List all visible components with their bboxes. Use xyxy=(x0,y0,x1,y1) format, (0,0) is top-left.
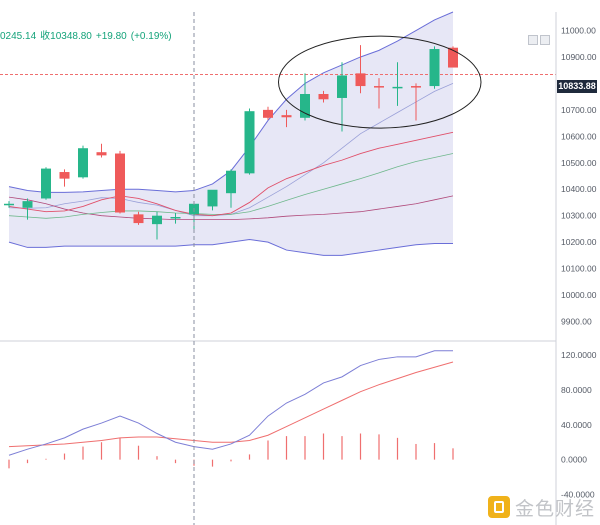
macd-tick-label: -40.0000 xyxy=(561,490,595,500)
candle-body xyxy=(244,111,255,174)
macd-axis: 120.0000 80.0000 40.0000 0.0000 -40.0000 xyxy=(561,350,597,499)
macd-tick-label: 0.0000 xyxy=(561,455,587,465)
change-percent: (+0.19%) xyxy=(130,31,172,42)
macd-line xyxy=(8,350,453,456)
macd-tick-label: 120.0000 xyxy=(561,350,597,360)
candle-body xyxy=(429,49,440,87)
macd-signal-line xyxy=(8,361,454,448)
watermark-text: 金色财经 xyxy=(515,497,596,520)
price-tick-label: 9900.00 xyxy=(561,316,592,326)
candle-body xyxy=(170,217,181,219)
candle-body xyxy=(207,189,218,207)
price-panel[interactable] xyxy=(0,11,556,256)
candle-body xyxy=(4,203,14,206)
moving-average-red xyxy=(8,131,454,217)
candle-body xyxy=(300,94,310,118)
macd-tick-label: 80.0000 xyxy=(561,385,592,395)
moving-average-purple xyxy=(8,195,454,221)
annotation-ellipse xyxy=(278,35,482,129)
candle-body xyxy=(41,168,51,199)
candle-body xyxy=(411,86,421,88)
price-axis: 11000.0010900.0010800.0010700.0010600.00… xyxy=(561,26,597,327)
candle-body xyxy=(78,148,88,178)
change-value: +19.80 xyxy=(95,31,127,42)
ohlc-legend: 0245.14 收10348.80 +19.80 (+0.19%) xyxy=(0,27,176,42)
price-tick-label: 10300.00 xyxy=(561,211,597,221)
price-tick-label: 10000.00 xyxy=(561,290,597,300)
price-tick-label: 10900.00 xyxy=(561,52,597,62)
bollinger-band-fill xyxy=(9,12,453,256)
candle-body xyxy=(392,86,403,89)
candle-body xyxy=(59,172,70,179)
candle-body xyxy=(22,201,33,208)
candle-body xyxy=(355,73,366,87)
candle-body xyxy=(152,215,162,225)
candle-body xyxy=(281,115,292,118)
watermark: 金色财经 xyxy=(488,494,595,520)
price-tick-label: 10400.00 xyxy=(561,184,597,194)
moving-average-green xyxy=(8,153,454,219)
current-price-badge: 10833.88 xyxy=(557,80,597,93)
bollinger-lower-line xyxy=(8,238,453,256)
price-tick-label: 10700.00 xyxy=(561,105,597,115)
price-tick-label: 10500.00 xyxy=(561,158,597,168)
candle-body xyxy=(133,214,144,224)
candle-body xyxy=(337,75,347,98)
macd-tick-label: 40.0000 xyxy=(561,420,592,430)
close-label: 收 xyxy=(40,31,51,42)
chart-controls[interactable] xyxy=(528,35,552,47)
candle-body xyxy=(318,94,329,100)
candle-body xyxy=(96,152,107,156)
candle-body xyxy=(115,153,125,213)
open-value: 0245.14 xyxy=(0,31,37,42)
price-tick-label: 10200.00 xyxy=(561,237,597,247)
price-tick-label: 10600.00 xyxy=(561,131,597,141)
macd-panel[interactable] xyxy=(8,350,454,469)
brand-logo-icon xyxy=(488,496,510,518)
candle-body xyxy=(226,170,236,194)
candle-body xyxy=(263,109,273,118)
candle-body xyxy=(374,86,384,88)
expand-icon[interactable] xyxy=(540,35,550,45)
price-tick-label: 10100.00 xyxy=(561,264,597,274)
collapse-icon[interactable] xyxy=(528,35,538,45)
close-value: 10348.80 xyxy=(50,31,92,42)
candle-body xyxy=(448,47,458,68)
price-tick-label: 11000.00 xyxy=(561,26,596,36)
